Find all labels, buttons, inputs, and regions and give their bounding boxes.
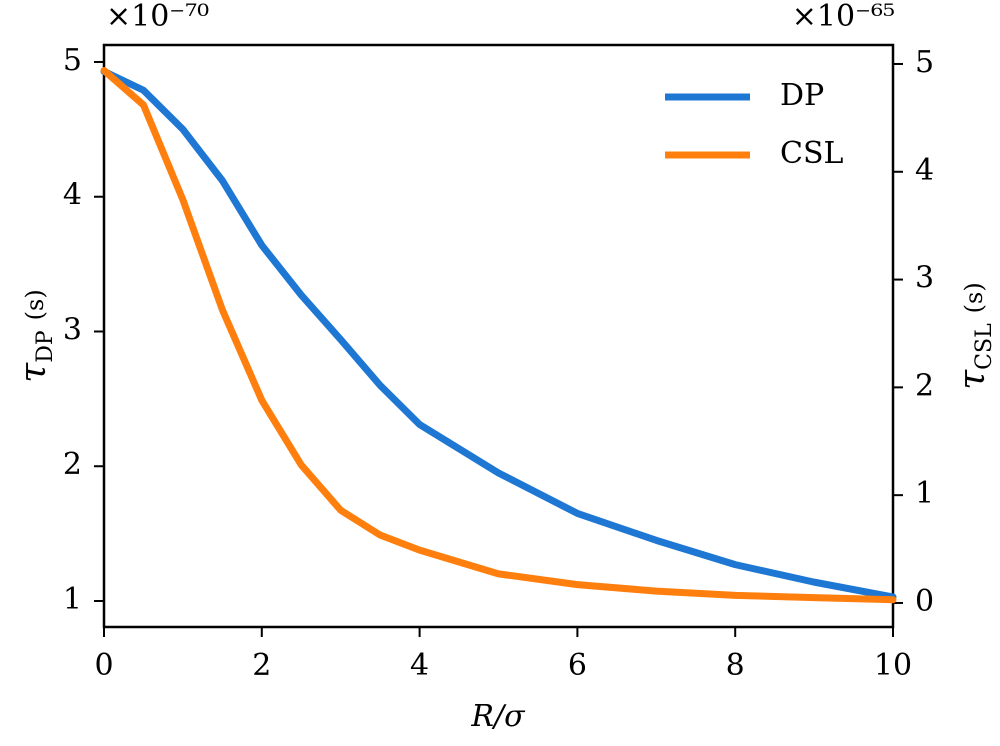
y-tick-label: 2 [63, 447, 82, 482]
x-tick-label: 8 [726, 648, 745, 683]
x-tick-label: 4 [410, 648, 429, 683]
y-axis-label-symbol: τ [13, 362, 54, 383]
x-tick-label: 6 [568, 648, 587, 683]
y-axis-label-unit: (s) [21, 289, 49, 320]
y-tick-label: 4 [63, 178, 82, 213]
x-tick-label: 2 [252, 648, 271, 683]
y2-tick-label: 1 [915, 476, 934, 511]
y2-tick-label: 0 [915, 584, 934, 619]
y2-tick-label: 5 [915, 45, 934, 80]
data-line [100, 67, 897, 601]
y-tick-label: 3 [63, 312, 82, 347]
y2-tick-label: 2 [915, 368, 934, 403]
legend-label: CSL [780, 136, 844, 171]
y2-tick-label: 3 [915, 261, 934, 296]
y2-axis-label-subscript: CSL [972, 323, 997, 370]
y-offset-label: ×10⁻⁷⁰ [106, 0, 209, 34]
y2-axis-label-unit: (s) [960, 282, 988, 313]
data-line [100, 66, 897, 604]
plot-frame [102, 43, 895, 629]
y-tick-label: 1 [63, 582, 82, 617]
x-axis-label: R/σ [470, 699, 526, 734]
y2-tick-label: 4 [915, 153, 934, 188]
y-axis-label-subscript: DP [33, 330, 58, 363]
y2-offset-label: ×10⁻⁶⁵ [792, 0, 895, 34]
y2-axis-label: τCSL (s) [952, 282, 997, 389]
y-axis-label: τDP (s) [13, 289, 58, 382]
legend-label: DP [780, 78, 824, 113]
y-tick-label: 5 [63, 43, 82, 78]
x-tick-label: 10 [874, 648, 912, 683]
y2-axis-label-symbol: τ [952, 369, 993, 390]
x-tick-label: 0 [94, 648, 113, 683]
